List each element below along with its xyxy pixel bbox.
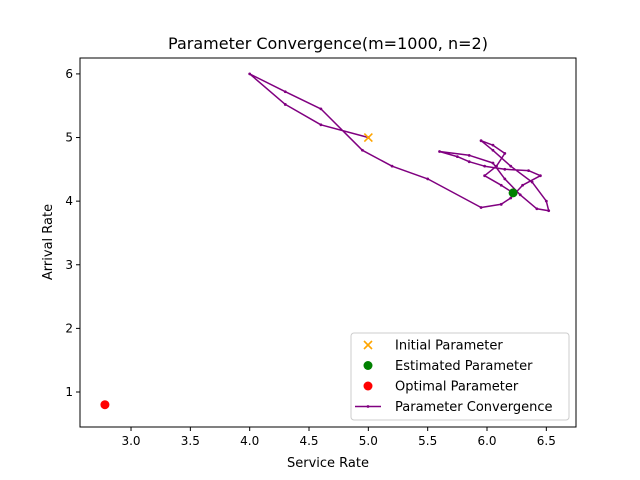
x-tick-label: 3.5 (181, 434, 200, 448)
estimated-parameter-marker (508, 188, 518, 198)
convergence-point (544, 199, 548, 203)
convergence-point (467, 153, 471, 157)
convergence-point (426, 177, 430, 181)
convergence-point (503, 152, 507, 155)
convergence-point (319, 107, 323, 111)
x-tick-label: 5.0 (359, 434, 378, 448)
convergence-point (479, 206, 483, 209)
legend-label: Estimated Parameter (395, 359, 533, 374)
y-tick-label: 2 (65, 321, 73, 335)
x-tick-label: 3.0 (121, 434, 140, 448)
x-axis-label: Service Rate (287, 456, 369, 471)
legend-label: Initial Parameter (395, 339, 503, 354)
convergence-point (503, 167, 507, 171)
x-tick-label: 4.0 (240, 434, 259, 448)
convergence-point (530, 180, 534, 184)
convergence-point (479, 139, 483, 143)
chart-title: Parameter Convergence(m=1000, n=2) (168, 34, 488, 53)
convergence-point (248, 72, 252, 76)
x-tick-label: 6.0 (477, 434, 496, 448)
convergence-point (539, 174, 542, 178)
convergence-point (521, 183, 525, 187)
convergence-point (499, 183, 503, 187)
legend-swatch-1 (363, 340, 373, 350)
legend-swatch-1-stroke-b (363, 340, 373, 350)
axes-frame (79, 57, 577, 428)
y-tick-label: 1 (65, 385, 73, 399)
convergence-point (491, 143, 495, 147)
optimal-parameter-marker (100, 400, 110, 410)
y-tick-label: 6 (65, 67, 73, 81)
x-tick-label: 6.5 (537, 434, 556, 448)
legend-box (350, 332, 570, 421)
y-axis-label: Arrival Rate (41, 204, 56, 280)
convergence-point (467, 160, 471, 164)
convergence-point (361, 148, 364, 152)
convergence-point (283, 90, 287, 94)
x-tick-label: 4.5 (299, 434, 318, 448)
legend-label: Parameter Convergence (395, 400, 552, 415)
convergence-point (503, 177, 507, 181)
y-axis-ticks: 1 2 3 4 5 6 (65, 67, 80, 399)
convergence-point (518, 193, 522, 197)
convergence-point (509, 196, 513, 200)
convergence-point (495, 164, 498, 168)
x-axis-ticks: 3.0 3.5 4.0 4.5 5.0 5.5 6.0 6.5 (121, 427, 556, 448)
x-tick-label: 5.5 (418, 434, 437, 448)
plot-area (100, 72, 551, 410)
convergence-point (319, 123, 323, 127)
convergence-point (483, 164, 487, 168)
legend: Initial Parameter Estimated Parameter Opti… (350, 332, 570, 421)
convergence-point (455, 155, 459, 159)
legend-swatch-3 (363, 381, 373, 391)
convergence-point (438, 150, 441, 153)
initial-parameter-marker (363, 132, 373, 143)
convergence-point (491, 161, 495, 165)
y-tick-label: 5 (65, 131, 73, 145)
convergence-point (509, 164, 513, 168)
convergence-point (535, 207, 539, 211)
convergence-point (547, 209, 551, 213)
convergence-point (483, 174, 487, 178)
convergence-point (499, 202, 503, 206)
convergence-point (527, 169, 530, 173)
legend-swatch-4-dot (366, 405, 370, 408)
y-tick-label: 4 (65, 194, 73, 208)
initial-parameter-marker-stroke-b (363, 132, 373, 143)
legend-swatch-2 (363, 361, 373, 370)
convergence-point (283, 103, 287, 106)
convergence-point (390, 164, 394, 168)
convergence-point (491, 148, 495, 152)
y-tick-label: 3 (65, 258, 73, 272)
legend-label: Optimal Parameter (395, 380, 519, 395)
